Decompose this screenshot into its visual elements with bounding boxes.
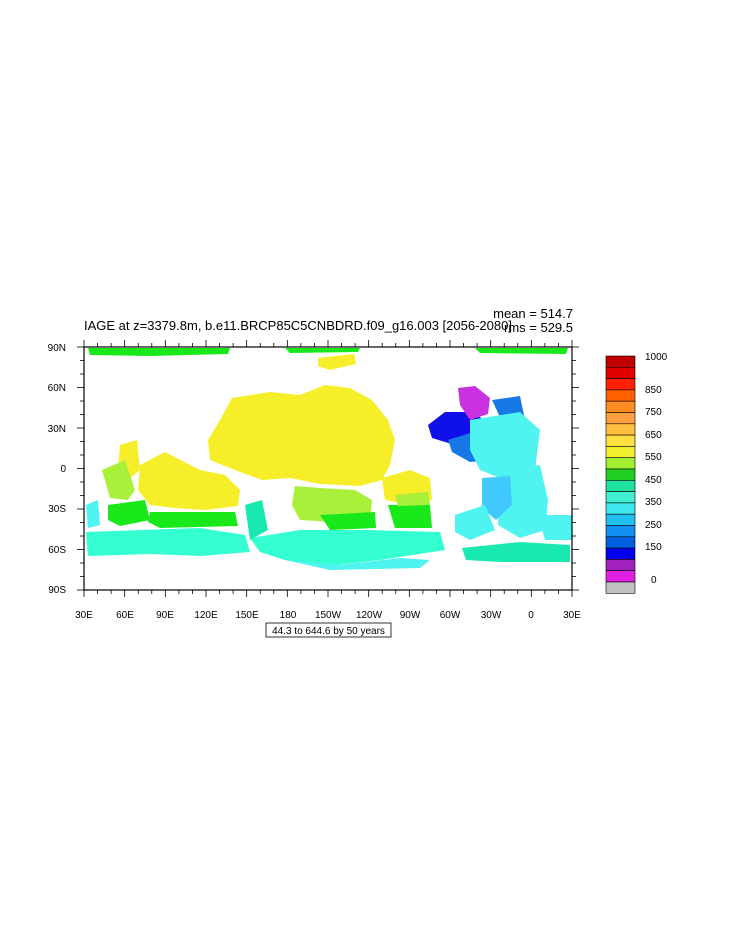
colorbar-label: 450 bbox=[645, 475, 662, 486]
colorbar-label: 750 bbox=[645, 407, 662, 418]
lat-label: 30N bbox=[48, 424, 66, 435]
lon-label: 150E bbox=[235, 610, 259, 621]
colorbar-swatch bbox=[605, 423, 636, 436]
ocean-age-field bbox=[86, 348, 572, 570]
lat-label: 30S bbox=[48, 504, 66, 515]
rms-stat: rms = 529.5 bbox=[504, 320, 573, 335]
field-region-southern-ocean-east bbox=[462, 542, 570, 562]
field-region-eastern-aqua bbox=[538, 515, 572, 540]
field-region-west-indian-teal bbox=[245, 500, 268, 540]
field-region-central-atlantic bbox=[470, 412, 540, 480]
lon-label: 180 bbox=[280, 610, 297, 621]
field-region-bering bbox=[318, 354, 356, 370]
colorbar-label: 1000 bbox=[645, 352, 668, 363]
map-ticks bbox=[77, 340, 579, 597]
colorbar-swatch bbox=[605, 457, 636, 470]
colorbar-swatch bbox=[605, 581, 636, 594]
field-region-arctic-mid bbox=[285, 348, 360, 353]
colorbar-swatch bbox=[605, 355, 636, 368]
field-region-indian-ocean bbox=[138, 452, 240, 510]
lon-label: 0 bbox=[528, 610, 534, 621]
field-region-southern-green-2 bbox=[148, 512, 238, 528]
field-region-arctic-east bbox=[475, 348, 568, 354]
colorbar-swatch bbox=[605, 378, 636, 391]
colorbar-labels: 1000 850 750 650 550 450 350 250 150 0 bbox=[645, 352, 668, 586]
lon-label: 60W bbox=[440, 610, 461, 621]
lon-label: 60E bbox=[116, 610, 134, 621]
lat-label: 90S bbox=[48, 585, 66, 596]
colorbar bbox=[605, 355, 636, 594]
colorbar-swatch bbox=[605, 525, 636, 538]
colorbar-swatch bbox=[605, 502, 636, 515]
colorbar-swatch bbox=[605, 559, 636, 572]
info-box bbox=[265, 622, 392, 638]
mean-stat: mean = 514.7 bbox=[493, 306, 573, 321]
colorbar-swatch bbox=[605, 434, 636, 447]
colorbar-swatch bbox=[605, 536, 636, 549]
colorbar-swatch bbox=[605, 570, 636, 583]
field-region-west-pacific-aqua bbox=[86, 500, 100, 528]
lon-label: 150W bbox=[315, 610, 342, 621]
colorbar-swatch bbox=[605, 491, 636, 504]
lat-label: 0 bbox=[60, 464, 66, 475]
field-region-south-atlantic-aqua bbox=[455, 505, 495, 540]
lon-label: 90W bbox=[400, 610, 421, 621]
lat-label: 90N bbox=[48, 343, 66, 354]
field-region-southern-green-3 bbox=[320, 512, 376, 530]
field-region-labrador-sea bbox=[458, 386, 490, 420]
field-region-southern-ocean-west bbox=[86, 528, 250, 556]
lon-label: 30E bbox=[75, 610, 93, 621]
lon-label: 30W bbox=[481, 610, 502, 621]
latitude-labels: 90N 60N 30N 0 30S 60S 90S bbox=[48, 343, 67, 596]
colorbar-swatch bbox=[605, 366, 636, 379]
field-region-southern-ocean-mid bbox=[250, 530, 445, 566]
colorbar-label: 550 bbox=[645, 452, 662, 463]
lat-label: 60N bbox=[48, 383, 66, 394]
lon-label: 120E bbox=[194, 610, 218, 621]
field-region-south-atlantic-west bbox=[482, 476, 512, 520]
colorbar-label: 850 bbox=[645, 385, 662, 396]
field-region-southern-ocean-south bbox=[285, 558, 430, 570]
colorbar-swatch bbox=[605, 389, 636, 402]
map-title: IAGE at z=3379.8m, b.e11.BRCP85C5CNBDRD.… bbox=[84, 318, 512, 333]
colorbar-swatch bbox=[605, 479, 636, 492]
colorbar-swatch bbox=[605, 547, 636, 560]
field-region-indian-lime bbox=[102, 460, 135, 500]
field-region-atlantic-lime bbox=[395, 492, 430, 506]
field-region-north-pacific bbox=[208, 385, 395, 486]
colorbar-swatch bbox=[605, 400, 636, 413]
colorbar-swatch bbox=[605, 513, 636, 526]
longitude-labels: 30E 60E 90E 120E 150E 180 150W 120W 90W … bbox=[75, 610, 581, 621]
colorbar-swatch bbox=[605, 468, 636, 481]
field-region-atlantic-green bbox=[388, 505, 432, 528]
colorbar-label: 250 bbox=[645, 520, 662, 531]
colorbar-label: 650 bbox=[645, 430, 662, 441]
lon-label: 30E bbox=[563, 610, 581, 621]
colorbar-label: 0 bbox=[651, 575, 657, 586]
field-region-south-pacific-lime bbox=[292, 486, 372, 522]
colorbar-label: 350 bbox=[645, 497, 662, 508]
lat-label: 60S bbox=[48, 545, 66, 556]
colorbar-swatch bbox=[605, 412, 636, 425]
info-label: 44.3 to 644.6 by 50 years bbox=[272, 626, 385, 637]
field-region-southern-green-1 bbox=[108, 500, 150, 526]
lon-label: 120W bbox=[356, 610, 383, 621]
colorbar-swatch bbox=[605, 446, 636, 458]
lon-label: 90E bbox=[156, 610, 174, 621]
field-region-arctic-west bbox=[88, 348, 230, 356]
colorbar-label: 150 bbox=[645, 542, 662, 553]
